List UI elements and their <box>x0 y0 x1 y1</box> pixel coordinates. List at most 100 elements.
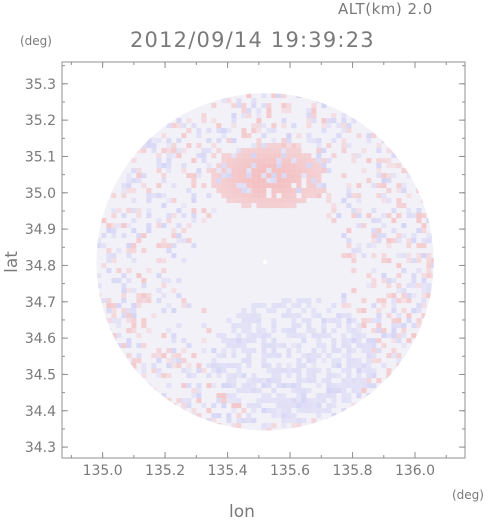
radar-cell <box>211 168 217 174</box>
radar-cell <box>351 383 357 389</box>
radar-cell <box>336 373 342 379</box>
radar-cell <box>391 318 397 324</box>
radar-cell <box>356 213 362 219</box>
radar-cell <box>256 183 262 189</box>
radar-cell <box>336 213 342 219</box>
radar-cell <box>131 318 137 324</box>
radar-cell <box>371 238 377 244</box>
radar-cell <box>241 328 247 334</box>
radar-cell <box>136 233 142 239</box>
radar-cell <box>241 348 247 354</box>
radar-cell <box>381 173 387 179</box>
radar-cell <box>331 328 337 334</box>
radar-cell <box>196 173 202 179</box>
radar-cell <box>296 298 302 304</box>
radar-cell <box>116 248 122 254</box>
radar-cell <box>331 113 337 119</box>
radar-cell <box>106 228 112 234</box>
radar-cell <box>181 228 187 234</box>
radar-cell <box>371 233 377 239</box>
radar-cell <box>201 308 207 314</box>
radar-cell <box>331 388 337 394</box>
radar-cell <box>181 408 187 414</box>
radar-cell <box>166 198 172 204</box>
radar-cell <box>381 233 387 239</box>
radar-cell <box>286 408 292 414</box>
radar-cell <box>211 418 217 424</box>
radar-cell <box>251 383 257 389</box>
radar-cell <box>111 228 117 234</box>
radar-cell <box>181 298 187 304</box>
radar-cell <box>401 188 407 194</box>
radar-cell <box>391 353 397 359</box>
radar-cell <box>246 388 252 394</box>
radar-cell <box>351 358 357 364</box>
radar-cell <box>376 193 382 199</box>
radar-cell <box>291 413 297 419</box>
radar-cell <box>121 293 127 299</box>
radar-cell <box>156 373 162 379</box>
radar-cell <box>186 303 192 309</box>
radar-cell <box>281 188 287 194</box>
radar-cell <box>156 358 162 364</box>
radar-cell <box>401 298 407 304</box>
radar-cell <box>356 378 362 384</box>
radar-cell <box>211 348 217 354</box>
radar-cell <box>331 303 337 309</box>
radar-cell <box>281 143 287 149</box>
radar-cell <box>171 123 177 129</box>
radar-cell <box>236 153 242 159</box>
radar-cell <box>116 208 122 214</box>
radar-cell <box>141 318 147 324</box>
radar-cell <box>221 403 227 409</box>
radar-cell <box>106 328 112 334</box>
radar-cell <box>166 248 172 254</box>
radar-cell <box>346 313 352 319</box>
radar-cell <box>271 173 277 179</box>
radar-cell <box>286 173 292 179</box>
radar-cell <box>296 358 302 364</box>
radar-cell <box>331 338 337 344</box>
radar-cell <box>381 303 387 309</box>
radar-cell <box>381 343 387 349</box>
radar-cell <box>271 128 277 134</box>
radar-cell <box>231 158 237 164</box>
radar-cell <box>171 288 177 294</box>
radar-cell <box>306 168 312 174</box>
radar-cell <box>356 208 362 214</box>
radar-cell <box>366 383 372 389</box>
radar-cell <box>406 353 412 359</box>
radar-cell <box>266 143 272 149</box>
radar-cell <box>126 208 132 214</box>
radar-cell <box>251 123 257 129</box>
radar-cell <box>191 388 197 394</box>
radar-cell <box>371 278 377 284</box>
radar-cell <box>326 193 332 199</box>
radar-cell <box>311 418 317 424</box>
radar-cell <box>356 363 362 369</box>
radar-cell <box>276 343 282 349</box>
radar-cell <box>346 353 352 359</box>
radar-cell <box>416 208 422 214</box>
radar-cell <box>161 223 167 229</box>
radar-cell <box>296 373 302 379</box>
radar-cell <box>206 128 212 134</box>
radar-cell <box>246 193 252 199</box>
radar-cell <box>226 418 232 424</box>
radar-cell <box>96 243 102 249</box>
radar-cell <box>296 173 302 179</box>
radar-cell <box>311 363 317 369</box>
radar-cell <box>106 298 112 304</box>
radar-cell <box>171 308 177 314</box>
radar-cell <box>171 348 177 354</box>
radar-cell <box>196 128 202 134</box>
radar-cell <box>281 423 287 429</box>
radar-cell <box>306 138 312 144</box>
radar-cell <box>226 393 232 399</box>
radar-cell <box>181 368 187 374</box>
radar-cell <box>196 388 202 394</box>
radar-cell <box>196 168 202 174</box>
radar-cell <box>366 133 372 139</box>
radar-cell <box>131 303 137 309</box>
radar-cell <box>256 328 262 334</box>
